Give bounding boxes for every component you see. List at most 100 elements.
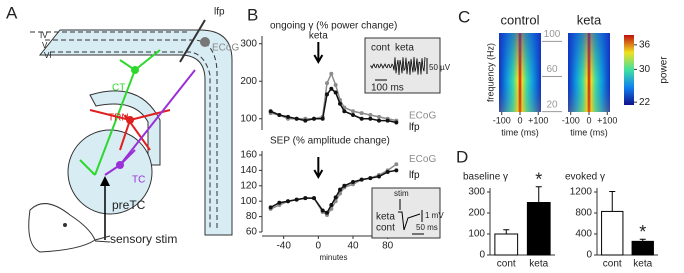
arrow <box>313 42 324 65</box>
y-tick-label: 1200 <box>570 187 593 198</box>
layer-line <box>45 39 218 230</box>
data-point <box>394 168 399 173</box>
data-point <box>325 210 329 215</box>
y-tick-label: 100 <box>240 113 257 124</box>
arrow-head <box>100 176 110 186</box>
colorbar-label: 36 <box>639 39 651 50</box>
y-tick-label: 400 <box>575 229 592 240</box>
inset <box>371 187 441 239</box>
ecog-label: ECoG <box>212 43 239 54</box>
inset-label: cont <box>376 223 395 234</box>
data-point <box>351 113 355 117</box>
trn-cell <box>89 109 171 151</box>
data-point <box>325 92 329 97</box>
data-point <box>294 197 299 202</box>
data-point <box>385 118 390 123</box>
y-tick-label: 0 <box>479 250 485 261</box>
scale-bar <box>412 210 424 235</box>
data-point <box>268 109 273 114</box>
map-title: control <box>500 12 539 27</box>
data-point <box>329 203 334 208</box>
input-label: preTC <box>112 198 146 212</box>
circuit-diagram: lfp ECoG IV V VI CT TRN TC preTC sensory… <box>28 7 239 253</box>
colorbar-label: 22 <box>639 97 651 108</box>
y-tick-label: 20 <box>546 99 558 110</box>
trn <box>89 90 161 166</box>
data-point <box>294 116 299 121</box>
chart-title: SEP (% amplitude change) <box>270 136 390 147</box>
y-tick-label: 0 <box>586 250 592 261</box>
data-point <box>351 179 355 184</box>
panel-label: A <box>6 3 18 22</box>
trace <box>398 211 421 231</box>
x-tick-label: keta <box>633 259 652 270</box>
data-point <box>351 109 355 114</box>
heatmap-shade <box>568 33 610 112</box>
legend-label: lfp <box>409 122 420 133</box>
data-point <box>333 195 338 200</box>
data-point <box>312 196 316 201</box>
data-point <box>359 177 364 182</box>
colorbar <box>624 35 634 105</box>
y-tick-label: 100 <box>468 229 485 240</box>
data-point <box>359 116 364 121</box>
trn-soma <box>126 116 134 124</box>
data-point <box>333 90 338 95</box>
data-point <box>268 205 273 210</box>
error-bar <box>503 229 510 234</box>
rat-eye <box>63 223 67 227</box>
y-axis-label: frequency (Hz) <box>485 43 495 102</box>
heatmap-shade <box>499 33 541 112</box>
layer-label: V <box>42 41 48 50</box>
y-tick-label: 60 <box>546 64 558 75</box>
bar <box>631 240 654 256</box>
data-point <box>368 116 373 121</box>
y-tick-label: 200 <box>468 208 485 219</box>
data-point <box>377 114 381 119</box>
panel-label: C <box>458 7 470 26</box>
data-point <box>329 71 334 76</box>
legend-label: ECoG <box>409 154 436 165</box>
electrode <box>179 19 206 63</box>
x-axis-label: minutes <box>319 253 347 262</box>
x-tick-label: 0 <box>316 241 322 252</box>
error-bar <box>609 190 616 212</box>
y-tick-label: 120 <box>240 180 257 191</box>
error-bar <box>535 186 542 203</box>
scale-label: 100 ms <box>371 83 404 94</box>
cortex <box>38 29 233 236</box>
data-point <box>329 86 334 91</box>
x-tick-label: 80 <box>382 241 394 252</box>
y-tick-label: 200 <box>240 76 257 87</box>
ct-soma <box>131 66 139 74</box>
x-tick-label: -100 <box>493 115 511 125</box>
x-tick-label: cont <box>603 259 622 270</box>
ct-cell <box>79 49 161 176</box>
data-point <box>286 199 290 204</box>
error-bar <box>639 238 646 242</box>
inset-label: keta <box>376 212 395 223</box>
y-tick-label: 100 <box>240 196 257 207</box>
electrode-label: lfp <box>214 7 225 18</box>
bar <box>601 210 624 256</box>
layer-line <box>50 51 211 230</box>
data-point <box>394 162 399 167</box>
x-tick-label: keta <box>529 259 548 270</box>
annotation: * <box>639 222 646 242</box>
chart-title: evoked γ <box>565 172 605 183</box>
y-tick-label: 160 <box>240 150 257 161</box>
data-point <box>312 116 316 121</box>
trace <box>370 56 426 76</box>
data-point <box>338 187 342 192</box>
data-point <box>286 114 290 119</box>
data-point <box>320 116 325 121</box>
layer-label: VI <box>44 51 52 60</box>
data-point <box>338 101 342 106</box>
ecog-electrode <box>200 37 210 47</box>
y-tick-label: 100 <box>544 29 561 40</box>
x-tick-label: +100 <box>528 115 548 125</box>
data-point <box>333 83 338 87</box>
annotation: * <box>535 170 542 190</box>
colorbar-label: 30 <box>639 64 651 75</box>
